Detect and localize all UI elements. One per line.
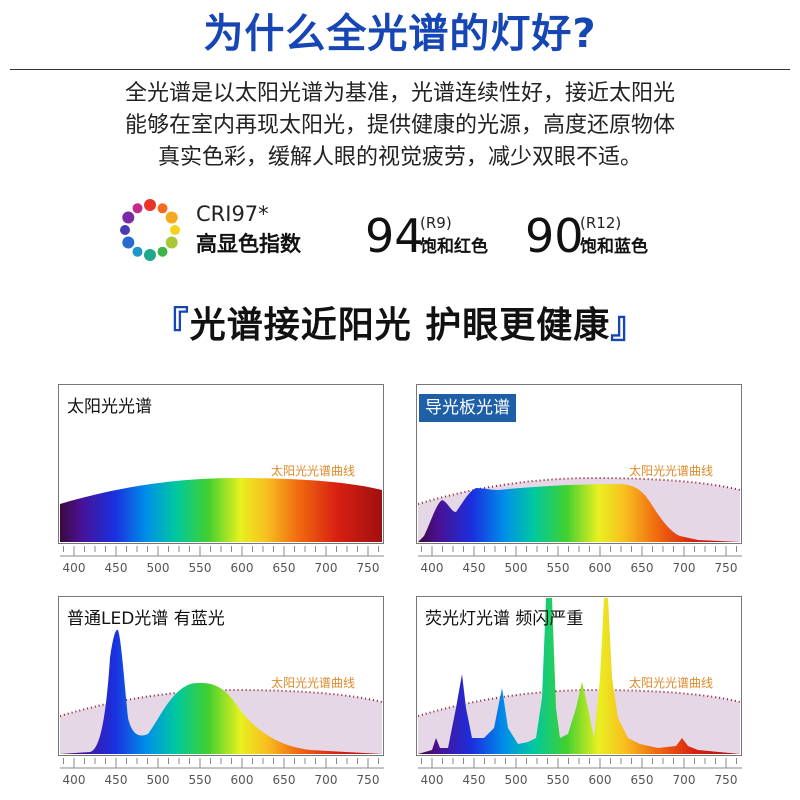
- axis-tick-label: 500: [505, 773, 528, 787]
- spectrum-curve: [60, 478, 382, 542]
- axis-tick-label: 750: [357, 773, 380, 787]
- axis-tick-label: 700: [673, 773, 696, 787]
- color-dot: [122, 211, 135, 224]
- panel-title: 荧光灯光谱 频闪严重: [425, 609, 584, 629]
- r12-label: 饱和蓝色: [580, 237, 648, 257]
- axis-tick-label: 600: [589, 561, 612, 575]
- page-title: 为什么全光谱的灯好?: [203, 11, 597, 57]
- axis-tick-label: 650: [273, 773, 296, 787]
- sun-spectrum-area: [60, 478, 382, 542]
- color-dot: [144, 249, 156, 261]
- spectrum-panel-common-led: 普通LED光谱 有蓝光 太阳光光谱曲线 400 450 500 550 600 650 70…: [58, 596, 384, 789]
- axis-tick-label: 500: [147, 561, 170, 575]
- axis-tick-label: 400: [63, 773, 86, 787]
- cri-sublabel: 高显色指数: [196, 232, 301, 256]
- r12-value: 90: [525, 209, 584, 263]
- axis-tick-label: 650: [631, 773, 654, 787]
- axis-tick-label: 400: [421, 773, 444, 787]
- axis-tick-label: 700: [315, 561, 338, 575]
- color-dot: [165, 211, 178, 224]
- led-spectrum-area: [418, 484, 740, 542]
- axis-tick-label: 550: [189, 773, 212, 787]
- axis-tick-label: 650: [273, 561, 296, 575]
- spectrum-curve: [60, 629, 382, 754]
- spectrum-panel-sunlight: 太阳光光谱 太阳光光谱曲线 400 450 500 550 600 650 700 750: [58, 384, 384, 577]
- axis-tick-label: 550: [547, 561, 570, 575]
- axis-tick-label: 600: [589, 773, 612, 787]
- r9-value: 94: [365, 209, 424, 263]
- color-dot: [157, 203, 168, 214]
- panel-reference-label: 太阳光光谱曲线: [270, 676, 355, 690]
- axis-tick-label: 700: [315, 773, 338, 787]
- color-dot: [132, 203, 143, 214]
- description-line: 全光谱是以太阳光谱为基准，光谱连续性好，接近太阳光: [124, 81, 675, 106]
- axis-tick-label: 450: [105, 773, 128, 787]
- panel-reference-label: 太阳光光谱曲线: [270, 464, 355, 478]
- color-dot: [165, 236, 178, 249]
- color-dot: [120, 225, 130, 235]
- spectrum-frame: 普通LED光谱 有蓝光 太阳光光谱曲线: [58, 596, 384, 756]
- axis-tick-label: 600: [231, 773, 254, 787]
- axis-tick-label: 500: [505, 561, 528, 575]
- spectrum-panel-light-guide: 导光板光谱 太阳光光谱曲线 400 450 500 550 600 650 700 750: [416, 384, 742, 577]
- color-wheel-icon: [120, 199, 180, 261]
- panel-title: 导光板光谱: [419, 394, 516, 422]
- axis-tick-label: 450: [463, 561, 486, 575]
- axis-tick-label: 450: [463, 773, 486, 787]
- color-dot: [170, 225, 180, 235]
- color-dot: [132, 246, 143, 257]
- fluorescent-spectrum-area: [418, 598, 740, 754]
- slogan-close-bracket: 』: [610, 305, 648, 346]
- wavelength-axis: 400 450 500 550 600 650 700 750: [418, 546, 742, 575]
- axis-tick-label: 750: [357, 561, 380, 575]
- color-dot: [144, 199, 156, 211]
- axis-tick-label: 450: [105, 561, 128, 575]
- axis-tick-label: 750: [715, 561, 738, 575]
- cri-label: CRI97*: [196, 202, 269, 226]
- axis-tick-label: 700: [673, 561, 696, 575]
- axis-tick-label: 750: [715, 773, 738, 787]
- led-spectrum-area: [60, 629, 382, 754]
- panel-reference-label: 太阳光光谱曲线: [628, 464, 713, 478]
- wavelength-axis: 400 450 500 550 600 650 700 750: [418, 758, 742, 787]
- color-dot: [122, 236, 135, 249]
- spectrum-frame: 太阳光光谱 太阳光光谱曲线: [58, 384, 384, 544]
- spectrum-frame: 导光板光谱 太阳光光谱曲线: [416, 384, 742, 544]
- slogan: 『光谱接近阳光 护眼更健康』: [0, 300, 800, 352]
- spectrum-curve: [418, 598, 740, 754]
- axis-tick-label: 650: [631, 561, 654, 575]
- color-dot: [157, 246, 168, 257]
- axis-tick-label: 600: [231, 561, 254, 575]
- spectrum-panel-fluorescent: 荧光灯光谱 频闪严重 太阳光光谱曲线 400 450 500 550 600 650 700…: [416, 596, 742, 789]
- title-divider: [10, 69, 790, 70]
- r9-tag: (R9): [420, 214, 452, 232]
- axis-tick-label: 550: [189, 561, 212, 575]
- slogan-text: 光谱接近阳光 护眼更健康: [189, 305, 611, 346]
- panel-reference-label: 太阳光光谱曲线: [628, 676, 713, 690]
- description: 全光谱是以太阳光谱为基准，光谱连续性好，接近太阳光 能够在室内再现太阳光，提供健…: [0, 78, 800, 174]
- axis-tick-label: 500: [147, 773, 170, 787]
- axis-tick-label: 550: [547, 773, 570, 787]
- slogan-open-bracket: 『: [152, 305, 190, 346]
- spectrum-curve: [418, 476, 740, 542]
- description-line: 真实色彩，缓解人眼的视觉疲劳，减少双眼不适。: [157, 145, 642, 170]
- axis-tick-label: 400: [421, 561, 444, 575]
- r9-label: 饱和红色: [420, 237, 488, 257]
- axis-tick-label: 400: [63, 561, 86, 575]
- panel-title: 普通LED光谱 有蓝光: [67, 609, 225, 629]
- description-line: 能够在室内再现太阳光，提供健康的光源，高度还原物体: [124, 113, 675, 138]
- wavelength-axis: 400 450 500 550 600 650 700 750: [60, 546, 384, 575]
- spectrum-frame: 荧光灯光谱 频闪严重 太阳光光谱曲线: [416, 596, 742, 756]
- panel-title: 太阳光光谱: [67, 397, 152, 417]
- sun-reference-line: [60, 688, 382, 717]
- sun-reference-line: [418, 476, 740, 505]
- sun-reference-line: [418, 688, 740, 717]
- wavelength-axis: 400 450 500 550 600 650 700 750: [60, 758, 384, 787]
- r12-tag: (R12): [580, 214, 622, 232]
